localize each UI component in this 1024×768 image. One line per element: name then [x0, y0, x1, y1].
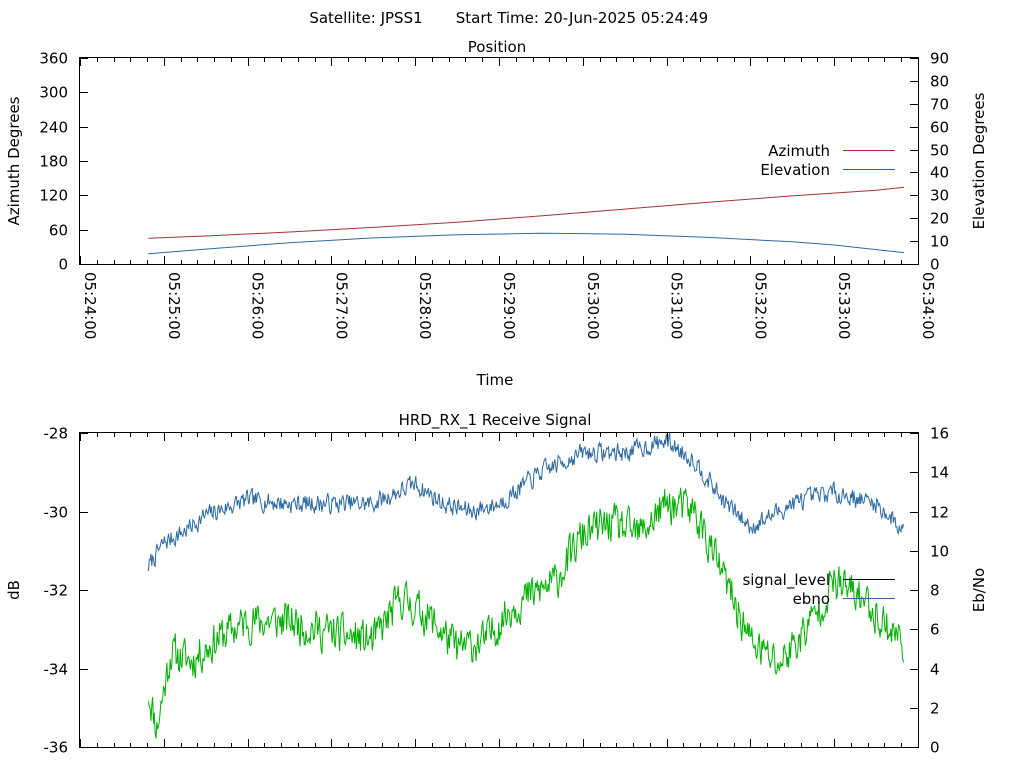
x-tick-label: 05:24:00	[81, 272, 99, 339]
x-tick-label: 05:28:00	[416, 272, 434, 339]
legend-elevation-label: Elevation	[760, 161, 830, 179]
signal-x-ticks	[80, 433, 919, 747]
signal-plot-frame	[79, 432, 919, 748]
y2-tick-label: 30	[930, 187, 949, 205]
start-time-label: Start Time: 20-Jun-2025 05:24:49	[456, 9, 708, 27]
x-tick-label: 05:31:00	[668, 272, 686, 339]
signal-legend: signal_level ebno	[742, 571, 895, 608]
y2-tick-label: 10	[930, 543, 949, 561]
y-tick-label: 0	[58, 256, 68, 274]
x-tick-label: 05:34:00	[919, 272, 937, 339]
y2-tick-label: 10	[930, 233, 949, 251]
elevation-line	[148, 232, 905, 255]
y-tick-label: 180	[39, 153, 68, 171]
signal-y2-axis-label: Eb/No	[970, 568, 988, 612]
y-tick-label: 360	[39, 50, 68, 68]
y2-tick-label: 0	[930, 739, 940, 757]
signal-chart-title: HRD_RX_1 Receive Signal	[399, 411, 592, 430]
y-tick-label: -36	[44, 739, 69, 757]
position-series	[148, 186, 905, 255]
x-tick-label: 05:33:00	[835, 272, 853, 339]
y2-tick-label: 20	[930, 210, 949, 228]
y2-tick-label: 90	[930, 50, 949, 68]
y-tick-label: -34	[44, 661, 69, 679]
x-tick-label: 05:29:00	[500, 272, 518, 339]
y2-tick-label: 70	[930, 96, 949, 114]
y-tick-label: 60	[49, 222, 68, 240]
y2-tick-label: 40	[930, 164, 949, 182]
azimuth-line	[148, 186, 905, 239]
signal-trace-blue	[147, 432, 904, 572]
y2-tick-label: 14	[930, 464, 949, 482]
x-tick-label: 05:25:00	[165, 272, 183, 339]
position-y2-axis-label: Elevation Degrees	[970, 92, 988, 229]
signal-series	[147, 432, 904, 739]
y-tick-label: -30	[44, 504, 69, 522]
y2-tick-label: 0	[930, 256, 940, 274]
x-tick-label: 05:30:00	[584, 272, 602, 339]
position-x-ticks: 05:24:00 05:25:00 05:26:00 05:27:00 05:28:00…	[80, 58, 937, 339]
y2-tick-label: 16	[930, 425, 949, 443]
position-y-axis-label: Azimuth Degrees	[5, 96, 23, 225]
y2-tick-label: 6	[930, 621, 940, 639]
signal-chart: HRD_RX_1 Receive Signal -36-34-32-30-28 …	[5, 411, 988, 757]
y2-tick-label: 12	[930, 504, 949, 522]
position-chart: Position 0 60 120 180 240 300 360 0 10 20 30 40 50 6…	[5, 38, 988, 389]
signal-y-axis-label: dB	[5, 580, 23, 600]
legend-azimuth-label: Azimuth	[768, 142, 830, 160]
signal-y-ticks: -36 -34 -32 -30 -28	[44, 425, 88, 757]
y2-tick-label: 4	[930, 661, 940, 679]
y2-tick-label: 60	[930, 119, 949, 137]
y-tick-label: 240	[39, 119, 68, 137]
legend-signal-level-label: signal_level	[742, 571, 830, 590]
satellite-label: Satellite: JPSS1	[309, 9, 422, 27]
position-y2-ticks: 0 10 20 30 40 50 60 70 80 90	[910, 50, 949, 274]
y2-tick-label: 8	[930, 582, 940, 600]
signal-trace-green	[147, 487, 904, 739]
position-chart-title: Position	[468, 38, 526, 56]
position-y-ticks: 0 60 120 180 240 300 360	[39, 50, 88, 274]
y2-tick-label: 80	[930, 73, 949, 91]
x-tick-label: 05:26:00	[249, 272, 267, 339]
x-tick-label: 05:27:00	[332, 272, 350, 339]
legend-ebno-label: ebno	[793, 590, 830, 608]
y-tick-label: 300	[39, 84, 68, 102]
position-legend: Azimuth Elevation	[760, 142, 895, 179]
signal-y2-ticks: 0 2 4 6 8 10 12 14 16	[910, 425, 949, 757]
y-tick-label: 120	[39, 187, 68, 205]
y2-tick-label: 2	[930, 700, 940, 718]
position-plot-frame	[79, 57, 919, 265]
y-tick-label: -32	[44, 582, 69, 600]
y-tick-label: -28	[44, 425, 69, 443]
x-tick-label: 05:32:00	[751, 272, 769, 339]
position-x-axis-label: Time	[476, 371, 514, 389]
y2-tick-label: 50	[930, 142, 949, 160]
